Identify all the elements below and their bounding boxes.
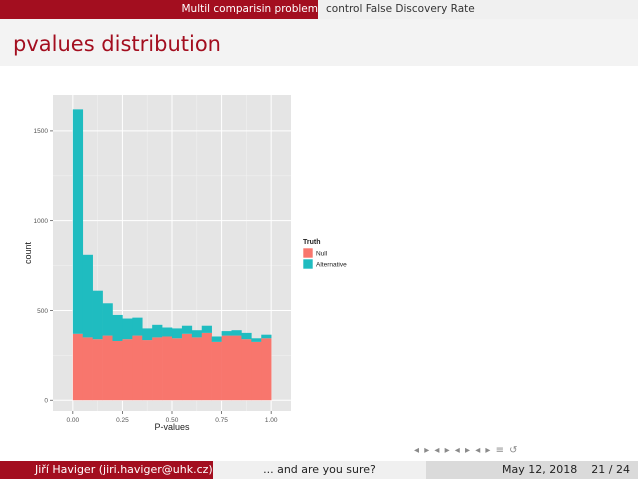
legend-title: Truth xyxy=(303,239,321,246)
x-tick-label: 0.75 xyxy=(215,417,228,424)
bar-alternative xyxy=(231,330,242,336)
bar-null xyxy=(191,337,203,401)
bar-null xyxy=(82,337,93,401)
bar-alternative xyxy=(181,325,193,334)
frame-title-bar: pvalues distribution xyxy=(0,19,638,66)
bar-alternative xyxy=(191,330,203,338)
footer-short-title: ... and are you sure? xyxy=(213,461,426,479)
x-tick-label: 1.00 xyxy=(265,417,278,424)
bar-null xyxy=(231,335,242,401)
bar-null xyxy=(142,340,153,401)
bar-null xyxy=(201,332,212,401)
bar-alternative xyxy=(72,109,84,334)
x-tick-label: 0.00 xyxy=(67,417,80,424)
x-axis-label: P-values xyxy=(154,422,190,432)
histogram-chart: 0.00 0.25 0.50 0.75 1.00 0 500 1000 1500 P-value… xyxy=(23,95,347,432)
legend-label-alternative: Alternative xyxy=(316,262,347,269)
bars-group xyxy=(72,109,272,401)
bar-alternative xyxy=(92,290,103,340)
beamer-navigation-symbols[interactable]: ◂ ▸ ◂ ▸ ◂ ▸ ◂ ▸ ≡ ↺ xyxy=(414,445,519,456)
y-tick-label: 1000 xyxy=(34,218,49,225)
bar-null xyxy=(181,333,193,401)
bar-null xyxy=(261,338,272,401)
bar-null xyxy=(102,335,113,401)
footer-right: May 12, 2018 21 / 24 xyxy=(426,461,638,479)
bar-null xyxy=(241,339,252,401)
bar-null xyxy=(152,337,163,401)
footer-author: Jiří Haviger (jiri.haviger@uhk.cz) xyxy=(0,461,213,479)
bar-null xyxy=(112,340,123,401)
x-tick-label: 0.50 xyxy=(166,417,179,424)
bar-alternative xyxy=(261,334,272,339)
bar-alternative xyxy=(152,324,163,338)
x-tick-label: 0.25 xyxy=(116,417,129,424)
footer-date: May 12, 2018 xyxy=(502,463,578,476)
bar-alternative xyxy=(112,314,123,341)
section-navigation-bar: Multil comparisin problem control False … xyxy=(0,0,638,19)
axes-group: 0.00 0.25 0.50 0.75 1.00 0 500 1000 1500 xyxy=(34,128,278,424)
footer-page-number: 21 / 24 xyxy=(591,463,630,476)
frame-title: pvalues distribution xyxy=(13,32,221,56)
footer: Jiří Haviger (jiri.haviger@uhk.cz) ... a… xyxy=(0,461,638,479)
bar-alternative xyxy=(251,338,262,342)
legend-label-null: Null xyxy=(316,251,328,258)
bar-alternative xyxy=(172,328,183,339)
bar-null xyxy=(172,338,183,401)
bar-null xyxy=(221,335,232,401)
bar-alternative xyxy=(82,254,93,338)
bar-null xyxy=(132,335,143,401)
bar-alternative xyxy=(142,328,153,341)
bar-alternative xyxy=(162,327,173,337)
section-next-link[interactable]: control False Discovery Rate xyxy=(326,3,475,15)
bar-null xyxy=(92,339,103,401)
bar-alternative xyxy=(211,336,222,342)
legend-key-null xyxy=(302,247,314,259)
legend-key-alternative xyxy=(302,258,314,270)
bar-null xyxy=(211,341,222,401)
bar-alternative xyxy=(201,325,212,333)
bar-alternative xyxy=(241,332,252,340)
y-tick-label: 0 xyxy=(44,398,48,405)
legend: Null Alternative xyxy=(302,247,347,270)
bar-alternative xyxy=(102,303,113,336)
bar-null xyxy=(72,333,84,401)
y-tick-label: 500 xyxy=(37,308,48,315)
bar-null xyxy=(122,339,133,401)
bar-null xyxy=(162,336,173,401)
bar-alternative xyxy=(122,318,133,340)
bar-alternative xyxy=(221,331,232,336)
bar-null xyxy=(251,341,262,401)
y-axis-label: count xyxy=(23,241,33,264)
next-section-highlight xyxy=(318,0,638,19)
y-tick-label: 1500 xyxy=(34,128,49,135)
bar-alternative xyxy=(132,317,143,336)
section-active-link[interactable]: Multil comparisin problem xyxy=(181,3,318,15)
